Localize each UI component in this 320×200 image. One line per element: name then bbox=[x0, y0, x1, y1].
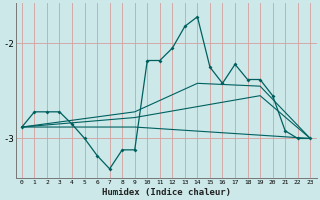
X-axis label: Humidex (Indice chaleur): Humidex (Indice chaleur) bbox=[101, 188, 231, 197]
